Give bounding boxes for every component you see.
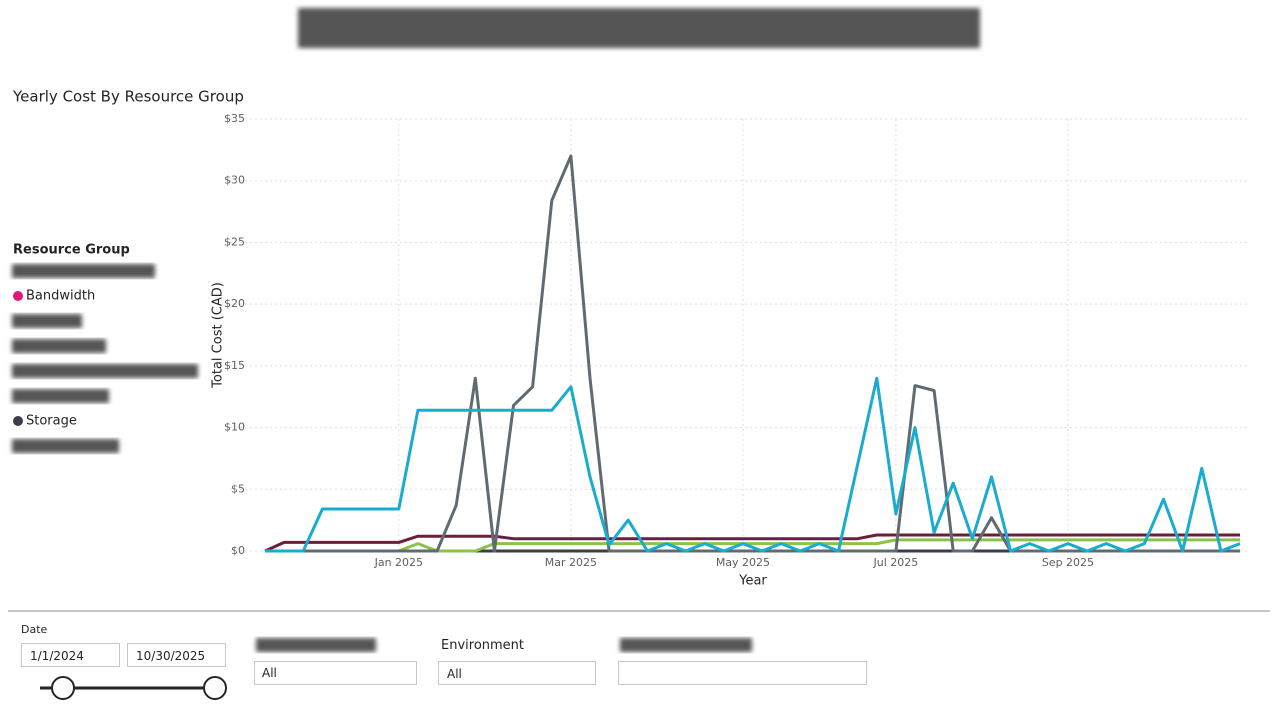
y-tick-label: $15 — [224, 359, 245, 372]
dropdown[interactable]: All — [438, 661, 596, 685]
slider-handle[interactable] — [203, 676, 227, 700]
redacted-legend — [12, 339, 106, 353]
redacted-legend — [12, 264, 155, 278]
dropdown[interactable] — [254, 661, 417, 685]
filter-label: Date — [21, 623, 48, 636]
series-line — [265, 376, 1241, 553]
y-tick-label: $10 — [224, 421, 245, 434]
filter-label: Environment — [441, 638, 525, 653]
redacted-filter-label — [256, 638, 376, 652]
redacted-legend — [12, 364, 198, 378]
y-tick-label: $5 — [231, 482, 245, 495]
x-tick-label: Mar 2025 — [545, 556, 597, 569]
chart-title: Yearly Cost By Resource Group — [12, 88, 244, 106]
y-tick-label: $25 — [224, 235, 245, 248]
y-tick-label: $20 — [224, 297, 245, 310]
series-line — [265, 538, 1240, 553]
y-tick-label: $35 — [224, 112, 245, 125]
dropdown[interactable] — [618, 661, 867, 685]
series-line — [265, 154, 1240, 553]
dropdown-value: All — [262, 666, 277, 680]
redacted-heading — [298, 8, 980, 48]
legend-label: Storage — [26, 414, 77, 429]
x-tick-label: May 2025 — [716, 556, 770, 569]
series-line — [264, 533, 1240, 553]
x-axis-title: Year — [738, 574, 767, 589]
redacted-legend — [12, 389, 109, 403]
legend-marker — [13, 416, 23, 426]
date-input[interactable]: 10/30/2025 — [127, 643, 226, 667]
slider-handle[interactable] — [51, 676, 75, 700]
x-tick-label: Sep 2025 — [1042, 556, 1094, 569]
y-tick-label: $0 — [231, 544, 245, 557]
redacted-legend — [12, 439, 119, 453]
y-axis-title: Total Cost (CAD) — [211, 282, 226, 389]
legend-title: Resource Group — [13, 243, 130, 258]
date-input[interactable]: 1/1/2024 — [21, 643, 120, 667]
y-tick-label: $30 — [224, 174, 245, 187]
redacted-legend — [12, 314, 82, 328]
legend-label: Bandwidth — [26, 289, 95, 304]
redacted-filter-label — [620, 638, 752, 652]
x-tick-label: Jan 2025 — [374, 556, 423, 569]
x-tick-label: Jul 2025 — [872, 556, 918, 569]
legend-marker — [13, 291, 23, 301]
